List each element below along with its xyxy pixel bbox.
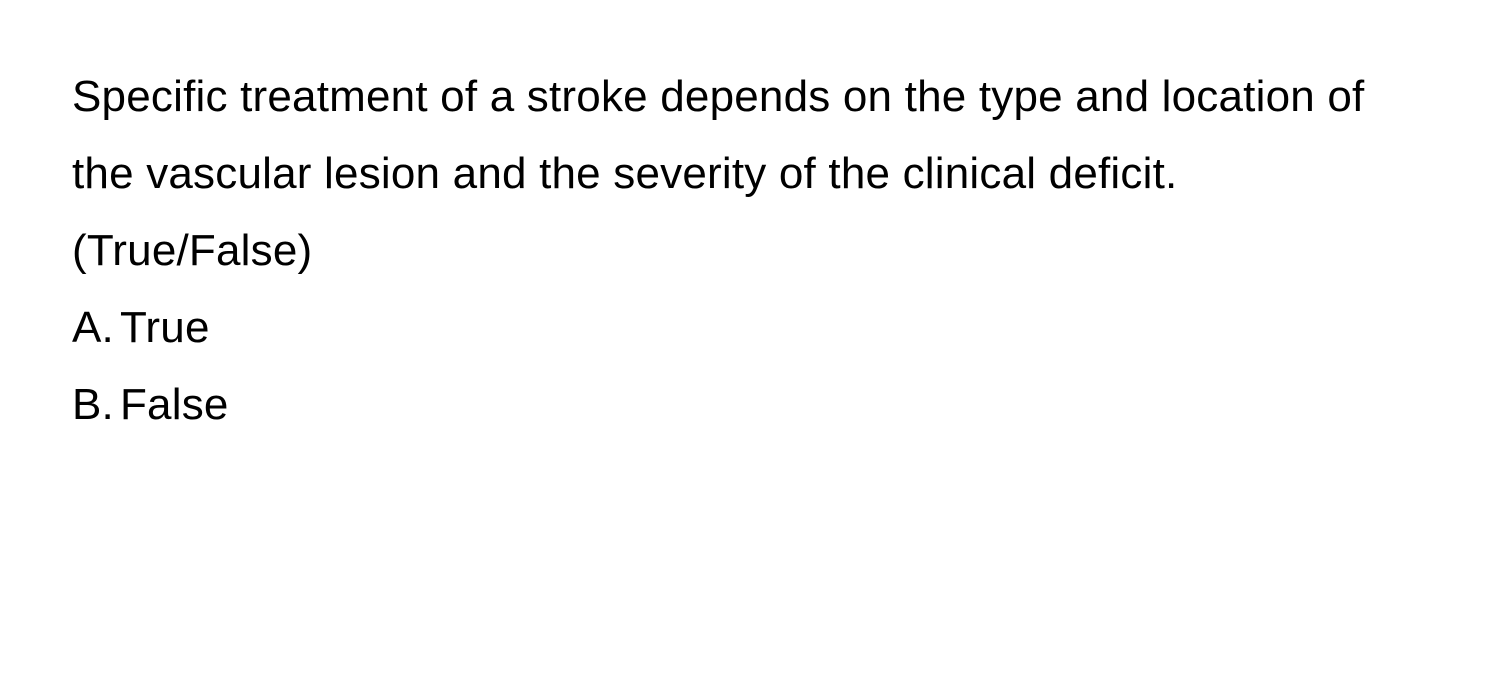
question-type-label: (True/False) bbox=[72, 212, 1428, 289]
option-b: B. False bbox=[72, 366, 1428, 443]
question-stem: Specific treatment of a stroke depends o… bbox=[72, 58, 1428, 212]
option-b-letter: B. bbox=[72, 366, 114, 443]
option-b-label: False bbox=[120, 366, 229, 443]
option-a-label: True bbox=[120, 289, 210, 366]
option-a: A. True bbox=[72, 289, 1428, 366]
option-a-letter: A. bbox=[72, 289, 114, 366]
options-container: A. True B. False bbox=[72, 289, 1428, 443]
